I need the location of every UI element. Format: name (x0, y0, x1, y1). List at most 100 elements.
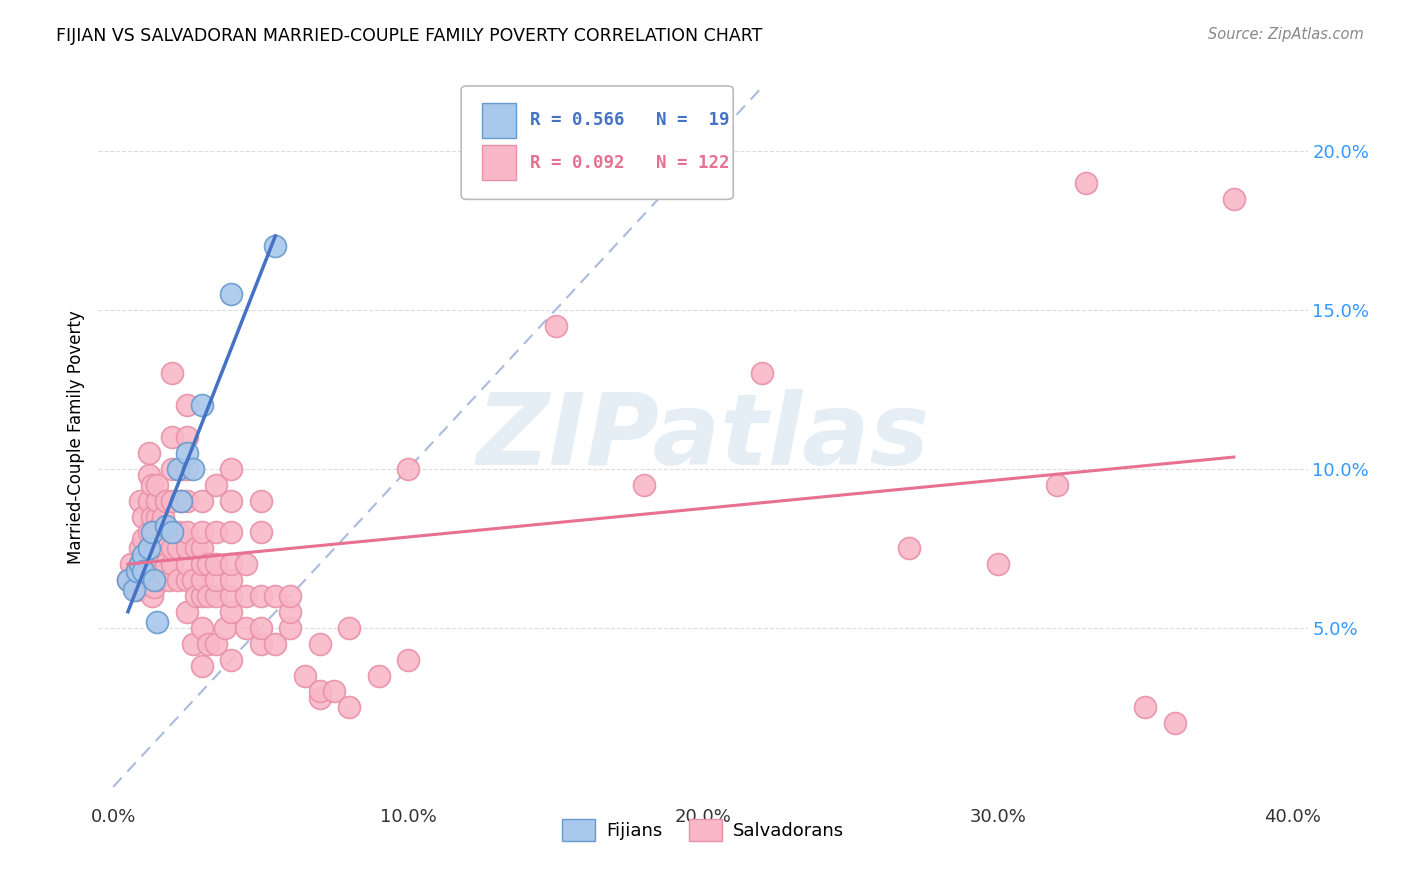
Point (396, 462, 419, 476)
Legend: Fijians, Salvadorans: Fijians, Salvadorans (555, 812, 851, 848)
Point (308, 690, 330, 705)
Point (122, 580, 145, 594)
Point (146, 493, 169, 508)
Point (235, 589, 257, 603)
Text: R = 0.566   N =  19: R = 0.566 N = 19 (530, 112, 730, 129)
Point (157, 573, 180, 587)
Point (633, 477, 655, 491)
Text: ZIPatlas: ZIPatlas (477, 389, 929, 485)
Point (143, 525, 166, 540)
Point (1164, 716, 1187, 731)
Point (219, 525, 242, 540)
Point (190, 525, 212, 540)
Point (155, 532, 177, 546)
Point (160, 462, 183, 476)
Point (138, 468, 160, 483)
Point (131, 550, 153, 565)
Point (170, 462, 193, 476)
Point (122, 582, 145, 597)
Point (138, 541, 160, 556)
Text: Source: ZipAtlas.com: Source: ZipAtlas.com (1208, 27, 1364, 42)
Point (278, 605, 301, 619)
Point (219, 558, 242, 572)
Point (249, 525, 271, 540)
Point (176, 573, 198, 587)
Point (155, 558, 177, 572)
Point (160, 525, 183, 540)
Point (146, 615, 169, 629)
Point (138, 573, 160, 587)
FancyBboxPatch shape (461, 86, 734, 200)
Point (152, 541, 174, 556)
Point (181, 637, 204, 651)
Point (125, 582, 148, 597)
Point (264, 637, 287, 651)
Point (128, 541, 150, 556)
Point (138, 525, 160, 540)
Point (138, 446, 160, 460)
Point (176, 541, 198, 556)
Point (143, 573, 166, 587)
Point (146, 558, 169, 572)
Point (197, 589, 219, 603)
Point (308, 637, 330, 651)
Point (249, 621, 271, 635)
Point (141, 509, 163, 524)
Point (337, 700, 360, 714)
Point (337, 621, 360, 635)
Point (131, 564, 153, 578)
Point (152, 564, 174, 578)
Point (141, 525, 163, 540)
Point (146, 477, 169, 491)
Point (190, 558, 212, 572)
Point (160, 541, 183, 556)
Point (141, 541, 163, 556)
Point (197, 637, 219, 651)
Point (128, 558, 150, 572)
Point (167, 525, 190, 540)
Point (160, 493, 183, 508)
Point (544, 318, 567, 333)
Point (125, 564, 148, 578)
Text: R = 0.092   N = 122: R = 0.092 N = 122 (530, 153, 730, 172)
Point (176, 605, 198, 619)
Point (167, 573, 190, 587)
Point (249, 493, 271, 508)
Point (987, 558, 1010, 572)
Point (176, 525, 198, 540)
Point (692, 144, 714, 158)
Point (367, 668, 389, 682)
Point (181, 462, 204, 476)
Point (170, 493, 193, 508)
Point (190, 621, 212, 635)
Point (190, 541, 212, 556)
Point (308, 684, 330, 698)
Point (214, 621, 236, 635)
Point (149, 519, 172, 533)
Point (205, 477, 228, 491)
Point (176, 446, 198, 460)
Point (152, 509, 174, 524)
Point (149, 550, 172, 565)
Point (138, 493, 160, 508)
Point (184, 541, 207, 556)
Point (1046, 477, 1069, 491)
Point (155, 493, 177, 508)
Point (205, 637, 228, 651)
Point (143, 580, 166, 594)
Point (131, 532, 153, 546)
Point (131, 580, 153, 594)
Point (131, 509, 153, 524)
Point (117, 573, 139, 587)
Point (160, 430, 183, 444)
Point (190, 493, 212, 508)
Point (184, 589, 207, 603)
Point (138, 541, 160, 556)
Point (898, 541, 921, 556)
Text: FIJIAN VS SALVADORAN MARRIED-COUPLE FAMILY POVERTY CORRELATION CHART: FIJIAN VS SALVADORAN MARRIED-COUPLE FAMI… (56, 27, 762, 45)
Point (146, 573, 169, 587)
Point (205, 525, 228, 540)
Point (1135, 700, 1157, 714)
Point (219, 589, 242, 603)
Point (1223, 192, 1246, 206)
